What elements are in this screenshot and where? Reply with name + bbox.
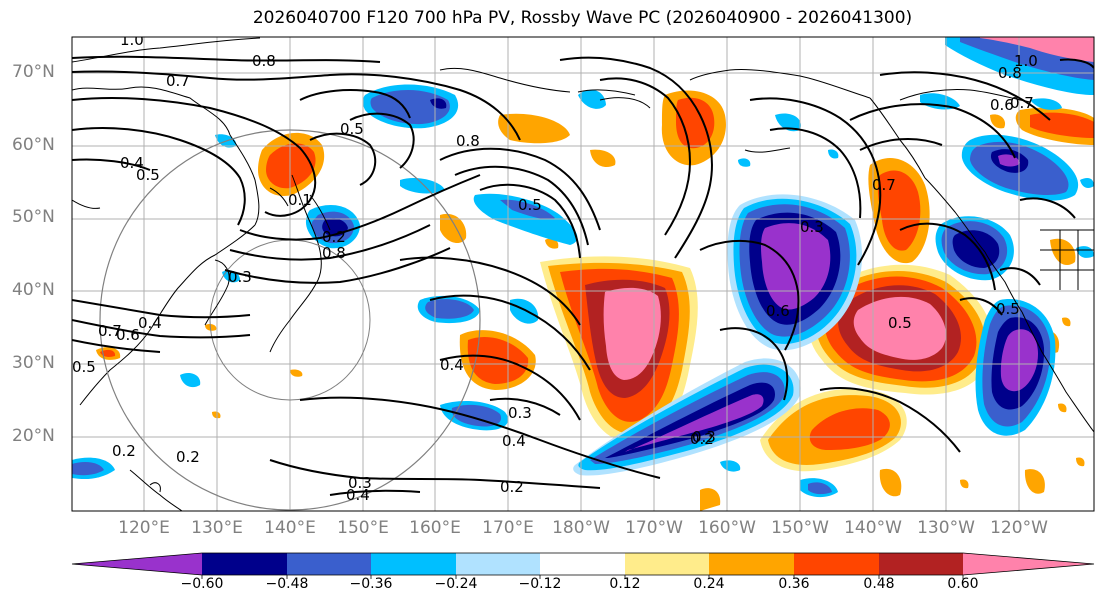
contour-label: 0.7 (872, 176, 896, 194)
lon-label-160e: 160°E (409, 518, 461, 538)
contour-label: 0.3 (692, 428, 716, 446)
colorbar-segment (794, 553, 879, 575)
colorbar-segment (72, 553, 202, 575)
colorbar-segment (371, 553, 456, 575)
lat-label-40n: 40°N (12, 280, 55, 300)
positive-anomaly-south-east (760, 388, 907, 472)
colorbar-tick: 0.48 (863, 576, 895, 592)
contour-label: 0.2 (322, 228, 346, 246)
contour-labels: 1.0 0.8 0.7 0.5 0.4 0.5 0.8 0.5 0.8 0.2 … (72, 31, 1038, 504)
contour-label: 0.2 (176, 448, 200, 466)
positive-anomaly-gulf-alaska (868, 107, 1094, 354)
contour-label: 0.3 (508, 404, 532, 422)
contour-label: 0.2 (112, 442, 136, 460)
contour-label: 0.4 (346, 486, 370, 504)
colorbar-tick: 0.12 (609, 576, 641, 592)
lon-label-140w: 140°W (844, 518, 902, 538)
contour-label: 0.3 (228, 268, 252, 286)
colorbar-segment (456, 553, 540, 575)
lat-label-70n: 70°N (12, 62, 55, 82)
lon-label-160w: 160°W (698, 518, 756, 538)
lon-label-150w: 150°W (771, 518, 829, 538)
negative-anomaly-arctic (775, 37, 1094, 132)
contour-label: 0.7 (1010, 94, 1034, 112)
lon-label-180w: 180°W (552, 518, 610, 538)
negative-anomaly-small-cells (72, 98, 1094, 498)
colorbar-segment (709, 553, 794, 575)
contour-label: 0.5 (996, 300, 1020, 318)
colorbar-tick: 0.60 (947, 576, 979, 592)
colorbar-tick: −0.60 (180, 576, 224, 592)
contour-label: 1.0 (1014, 52, 1038, 70)
negative-anomaly-dateline-band (573, 358, 801, 476)
contour-label: 0.7 (98, 322, 122, 340)
colorbar (71, 552, 1095, 579)
contour-label: 0.5 (72, 358, 96, 376)
lat-label-30n: 30°N (12, 353, 55, 373)
lon-label-130w: 130°W (917, 518, 975, 538)
colorbar-segment (625, 553, 709, 575)
contour-label: 0.6 (990, 96, 1014, 114)
contour-label: 0.2 (690, 430, 714, 448)
lat-label-50n: 50°N (12, 207, 55, 227)
contour-label: 0.4 (120, 154, 144, 172)
contour-label: 0.8 (998, 64, 1022, 82)
pv-contours (72, 55, 1094, 496)
contour-label: 0.4 (440, 356, 464, 374)
lon-label-120w: 120°W (990, 518, 1048, 538)
lon-label-140e: 140°E (264, 518, 316, 538)
lon-label-130e: 130°E (191, 518, 243, 538)
lon-label-170e: 170°E (482, 518, 534, 538)
lon-label-150e: 150°E (337, 518, 389, 538)
map-frame (71, 36, 1095, 512)
contour-label: 0.6 (116, 326, 140, 344)
contour-label: 0.1 (288, 191, 312, 209)
contour-label: 0.2 (500, 478, 524, 496)
contour-label: 0.5 (518, 196, 542, 214)
colorbar-tick: −0.48 (265, 576, 309, 592)
contour-label: 0.8 (456, 132, 480, 150)
colorbar-tick: 0.24 (693, 576, 725, 592)
contour-label: 0.5 (136, 166, 160, 184)
contour-label: 0.3 (348, 474, 372, 492)
contour-label: 0.7 (166, 72, 190, 90)
contour-label: 0.8 (252, 52, 276, 70)
colorbar-tick: −0.12 (518, 576, 562, 592)
contour-label: 0.6 (766, 302, 790, 320)
negative-anomaly-bc-coast (935, 134, 1079, 281)
colorbar-segment (963, 553, 1094, 575)
colorbar-segment (202, 553, 287, 575)
contour-label: 1.0 (120, 31, 144, 49)
graticule (72, 37, 1094, 511)
lon-label-120e: 120°E (118, 518, 170, 538)
colorbar-segment (287, 553, 371, 575)
colorbar-tick: −0.36 (349, 576, 393, 592)
colorbar-segment (540, 553, 625, 575)
negative-anomaly-160w-center (727, 194, 863, 351)
colorbar-tick: −0.24 (434, 576, 478, 592)
colorbar-tick: 0.36 (778, 576, 810, 592)
contour-label: 0.4 (502, 432, 526, 450)
contour-label: 0.3 (800, 218, 824, 236)
lat-label-60n: 60°N (12, 135, 55, 155)
contour-label: 0.4 (138, 314, 162, 332)
colorbar-segment (879, 553, 963, 575)
lat-label-20n: 20°N (12, 426, 55, 446)
map-content: 1.0 0.8 0.7 0.5 0.4 0.5 0.8 0.5 0.8 0.2 … (72, 31, 1094, 511)
lon-label-170w: 170°W (625, 518, 683, 538)
contour-label: 0.5 (340, 120, 364, 138)
map-title: 2026040700 F120 700 hPa PV, Rossby Wave … (252, 8, 913, 28)
contour-label: 0.5 (888, 314, 912, 332)
contour-label: 0.8 (322, 244, 346, 262)
positive-anomaly-center-150w (808, 264, 994, 395)
